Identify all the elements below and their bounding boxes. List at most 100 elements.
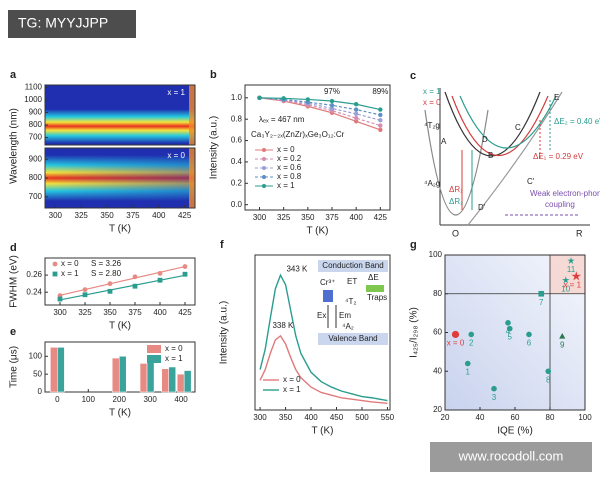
marker [257, 95, 262, 101]
panel-label: f [220, 239, 224, 251]
label: Valence Band [328, 334, 377, 343]
y-axis-label: Wavelength (nm) [9, 108, 20, 184]
y-tick-label: 50 [33, 369, 42, 378]
bar [168, 366, 176, 393]
label: B [488, 151, 493, 160]
legend-label: x = 1 [283, 385, 301, 394]
x-tick-label: 100 [578, 413, 592, 422]
line [259, 334, 388, 404]
x-tick-label: 300 [53, 308, 67, 317]
marker [353, 102, 359, 107]
y-tick-label: 0.26 [26, 270, 42, 279]
axis-label: R [576, 228, 583, 238]
fit-line [59, 274, 186, 301]
bar [183, 370, 192, 393]
x-axis-label: T (K) [306, 226, 328, 237]
x-tick-label: 20 [441, 413, 450, 422]
marker [353, 115, 359, 121]
marker [451, 330, 460, 339]
heatmap-band [45, 109, 195, 144]
legend-label: x = 0.6 [277, 163, 302, 172]
watermark: TG: MYYJJPP [18, 15, 108, 31]
ground-curve [424, 109, 489, 216]
marker [132, 274, 138, 280]
annotation: 89% [372, 87, 388, 96]
plot-frame [254, 254, 391, 411]
y-axis-label: Intensity (a.u.) [209, 116, 220, 179]
x-tick-label: 300 [143, 395, 157, 404]
plot-frame [244, 84, 391, 211]
panel-annotation: x = 0 [167, 151, 185, 160]
marker [329, 106, 335, 111]
marker [281, 96, 286, 101]
marker [107, 288, 113, 294]
y-tick-label: 800 [29, 173, 43, 182]
y-tick-label: 800 [29, 120, 43, 129]
x-tick-label: 350 [279, 413, 293, 422]
point-label: 11 [567, 265, 576, 274]
label: ΔR₁ [449, 185, 463, 194]
y-tick-label: 900 [29, 108, 43, 117]
x-tick-label: 350 [103, 308, 117, 317]
annotation: Ca₃Y₂₋₂ₓ(ZnZr)ₓGe₃O₁₂:Cr [251, 130, 345, 139]
plot-frame [44, 84, 196, 146]
point-label: 6 [527, 339, 532, 348]
marker [329, 98, 335, 104]
label: ⁴T₂ [345, 297, 356, 306]
x-tick-label: 400 [152, 211, 166, 220]
highlight-region [550, 255, 585, 294]
y-tick-label: 0.24 [26, 287, 42, 296]
heatmap-edge [189, 85, 195, 145]
x-tick-label: 500 [355, 413, 369, 422]
excited-curve [459, 95, 557, 149]
x-axis-label: T (K) [109, 408, 131, 419]
excited-curve [451, 95, 549, 156]
label: ⁴A₂ [342, 322, 354, 331]
point-label: 3 [492, 393, 497, 402]
label: ΔE₁ = 0.29 eV [533, 152, 584, 161]
x-tick-label: 80 [546, 413, 555, 422]
marker [329, 103, 335, 108]
marker [262, 148, 266, 152]
legend-label: x = 0 [283, 375, 301, 384]
marker [262, 175, 266, 179]
x-tick-label: 325 [277, 213, 291, 222]
y-tick-label: 0 [38, 387, 43, 396]
traps-box [366, 285, 384, 292]
marker [262, 184, 266, 188]
marker [567, 256, 575, 264]
x-tick-label: 400 [304, 413, 318, 422]
bar [118, 356, 127, 393]
band [318, 260, 388, 272]
label: Em [339, 311, 351, 320]
marker [52, 271, 58, 277]
marker [182, 264, 188, 269]
panel-c: c x = 1 x = 0 ⁴T₂g ⁴A₂g A B C C' D D' E … [410, 70, 600, 238]
legend-note: S = 2.80 [91, 269, 122, 278]
x-tick-label: 300 [253, 213, 267, 222]
bar [176, 373, 185, 393]
x-tick-label: 350 [301, 213, 315, 222]
label: E [554, 93, 559, 102]
x-tick-label: 450 [330, 413, 344, 422]
x-axis-label: T (K) [311, 426, 333, 437]
marker [378, 107, 383, 112]
y-tick-label: 700 [29, 192, 43, 201]
legend-label: x = 0.2 [277, 154, 302, 163]
label: D [482, 135, 488, 144]
y-tick-label: 60 [433, 328, 442, 337]
marker [464, 360, 471, 367]
legend-label: x = 0 [61, 259, 79, 268]
marker [262, 157, 266, 161]
y-tick-label: 0.6 [231, 136, 243, 145]
y-tick-label: 1100 [25, 83, 43, 92]
label: ⁴T₂g [424, 121, 440, 130]
point-label: 2 [469, 339, 474, 348]
excited-curve [444, 91, 541, 157]
line [259, 97, 381, 116]
panel-label: e [10, 326, 16, 338]
marker [526, 331, 532, 338]
y-tick-label: 100 [29, 351, 43, 360]
point-label: 9 [560, 340, 565, 349]
y-axis-label: FWHM (eV) [9, 255, 20, 308]
